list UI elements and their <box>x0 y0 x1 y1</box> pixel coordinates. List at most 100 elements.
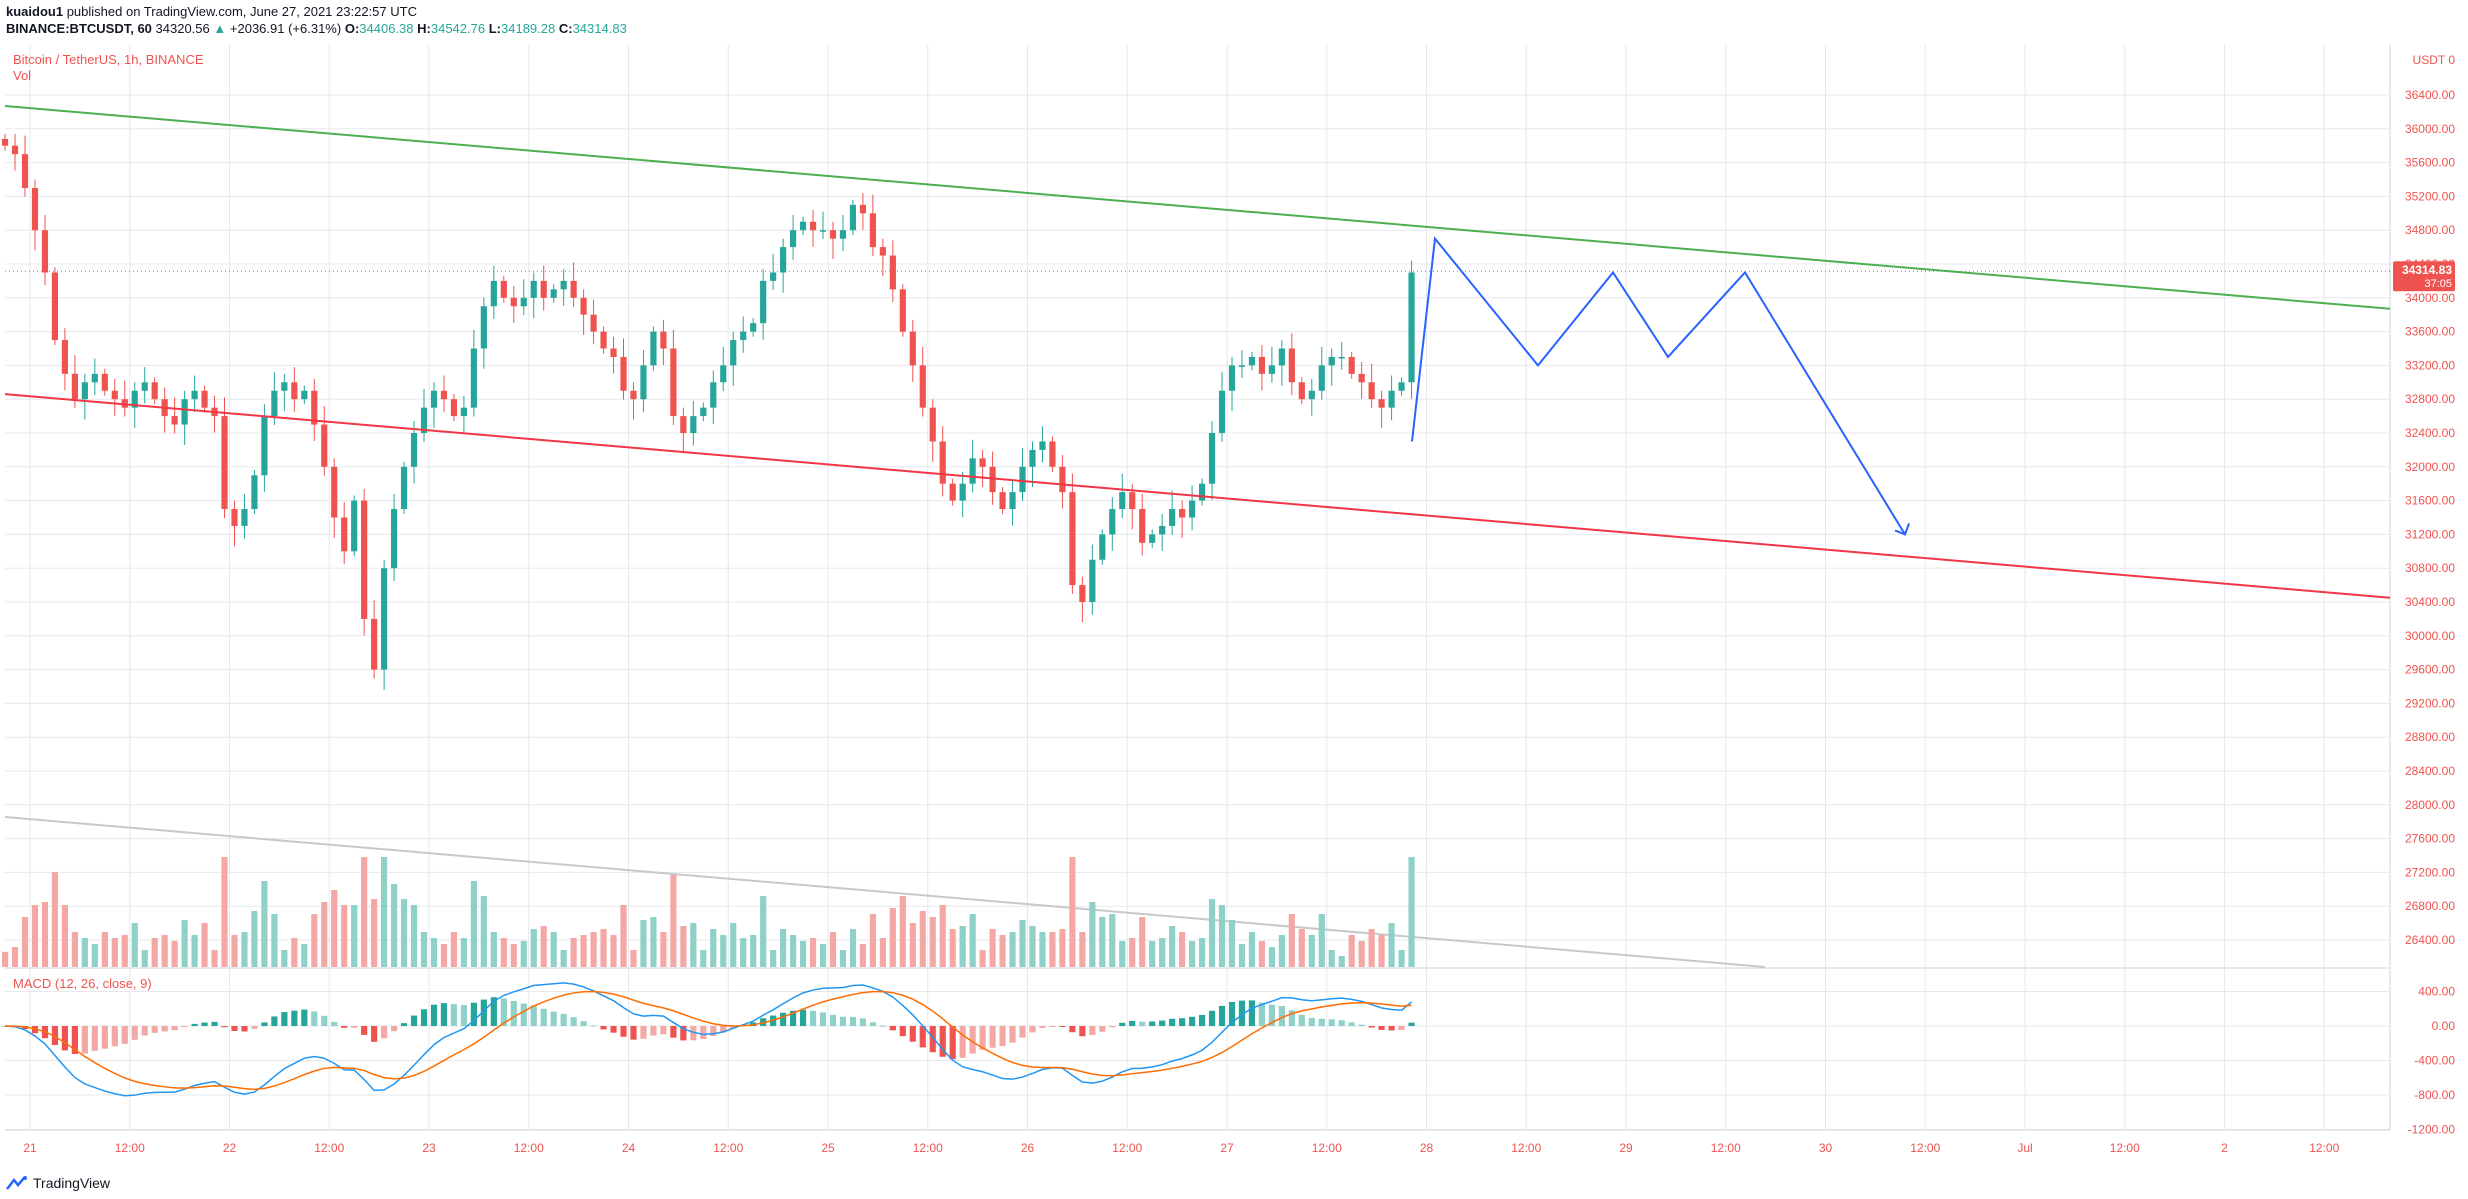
candle-body <box>321 424 328 467</box>
volume-bar <box>1 951 9 967</box>
price-tick: 29600.00 <box>2405 663 2455 677</box>
time-label: 12:00 <box>514 1141 544 1155</box>
macd-histogram-bar <box>929 1026 936 1053</box>
price-tick: 30800.00 <box>2405 561 2455 575</box>
macd-histogram-bar <box>710 1026 717 1037</box>
candle-body <box>1228 365 1236 391</box>
candle-body <box>171 416 178 425</box>
volume-bar <box>720 935 727 967</box>
volume-bar <box>1268 947 1275 967</box>
tradingview-logo[interactable]: TradingView <box>6 1175 110 1191</box>
macd-histogram-bar <box>241 1026 248 1032</box>
macd-histogram-bar <box>1218 1005 1226 1026</box>
time-label: 27 <box>1220 1141 1234 1155</box>
candle-body <box>520 297 527 307</box>
volume-bar <box>570 938 577 967</box>
volume-bar <box>1179 932 1186 967</box>
volume-bar <box>231 935 238 967</box>
time-label: 12:00 <box>1112 1141 1142 1155</box>
price-tag-countdown: 37:05 <box>2424 278 2452 290</box>
volume-trendline[interactable] <box>4 816 1766 968</box>
candle-body <box>1388 390 1395 408</box>
drawings[interactable] <box>4 104 2391 599</box>
high-value: 34542.76 <box>430 21 486 36</box>
macd-histogram-bar <box>420 1009 428 1026</box>
candle-body <box>1358 373 1365 383</box>
candle-body <box>241 509 248 526</box>
price-tick: 34000.00 <box>2405 291 2455 305</box>
macd-histogram-bar <box>550 1011 557 1026</box>
candle-body <box>151 382 158 400</box>
macd-histogram-bar <box>1129 1020 1136 1026</box>
volume-bar <box>799 941 807 967</box>
candle-body <box>420 407 428 433</box>
candle-body <box>1198 483 1206 501</box>
volume-bar <box>181 920 188 967</box>
projection-path <box>1411 236 1906 535</box>
candle-body <box>640 365 647 400</box>
price-chart[interactable]: 36400.00 36000.00 35600.00 35200.00 34800.00… <box>0 40 2468 1169</box>
macd-histogram-bar <box>1039 1026 1046 1028</box>
volume-bars <box>1 857 1415 967</box>
candle-body <box>251 475 258 510</box>
volume-bar <box>331 890 338 967</box>
macd-histogram-bar <box>909 1026 916 1042</box>
candle-body <box>979 458 986 467</box>
time-label: 12:00 <box>1910 1141 1940 1155</box>
candle-body <box>101 373 108 391</box>
volume-bar <box>1019 920 1026 967</box>
price-tick: 36000.00 <box>2405 122 2455 136</box>
macd-histogram-bar <box>1179 1018 1186 1026</box>
author-name[interactable]: kuaidou1 <box>6 4 64 19</box>
candle-body <box>590 314 597 332</box>
candle-body <box>1328 356 1335 366</box>
time-label: 30 <box>1819 1141 1833 1155</box>
macd-histogram-bar <box>430 1004 438 1026</box>
macd-histogram-bar <box>730 1026 737 1029</box>
volume-bar <box>1318 914 1325 967</box>
macd-histogram-bar <box>819 1012 827 1026</box>
macd-line <box>5 982 1413 1097</box>
candle-body <box>81 382 88 400</box>
macd-histogram-bar <box>1248 1000 1256 1026</box>
volume-bar <box>1029 926 1036 967</box>
time-label: 12:00 <box>115 1141 145 1155</box>
volume-bar <box>191 935 198 967</box>
macd-histogram-bar <box>301 1009 308 1026</box>
volume-bar <box>71 932 78 967</box>
candle-body <box>989 466 996 493</box>
candle-body <box>261 416 268 476</box>
volume-bar <box>1308 935 1315 967</box>
volume-bar <box>440 944 448 967</box>
macd-histogram-bar <box>480 999 487 1026</box>
macd-histogram-bar <box>91 1026 98 1051</box>
time-label: 12:00 <box>713 1141 743 1155</box>
macd-tick: 400.00 <box>2418 985 2455 999</box>
candle-body <box>1119 492 1126 510</box>
candle-body <box>1049 441 1056 467</box>
publish-line: kuaidou1 published on TradingView.com, J… <box>6 4 417 19</box>
candle-body <box>909 331 916 366</box>
candle-body <box>730 340 737 366</box>
volume-bar <box>550 932 557 967</box>
time-label: 23 <box>422 1141 436 1155</box>
candle-body <box>11 145 19 155</box>
price-tick: 31200.00 <box>2405 527 2455 541</box>
candle-body <box>710 382 717 408</box>
macd-histogram-bar <box>81 1026 88 1054</box>
volume-bar <box>819 944 827 967</box>
candle-body <box>929 407 936 442</box>
volume-bar <box>241 932 248 967</box>
volume-label: Vol <box>13 68 31 83</box>
volume-bar <box>1059 929 1066 967</box>
volume-bar <box>91 944 98 967</box>
macd-histogram-bar <box>1099 1026 1106 1032</box>
macd-histogram-bar <box>1268 1004 1275 1026</box>
volume-bar <box>1049 932 1056 967</box>
macd-tick: 0.00 <box>2432 1019 2456 1033</box>
candle-body <box>1019 466 1026 493</box>
macd-histogram-bar <box>979 1026 986 1050</box>
macd-histogram-bar <box>799 1009 807 1026</box>
macd-histogram-bar <box>650 1026 657 1036</box>
macd-histogram-bar <box>1258 1002 1266 1026</box>
